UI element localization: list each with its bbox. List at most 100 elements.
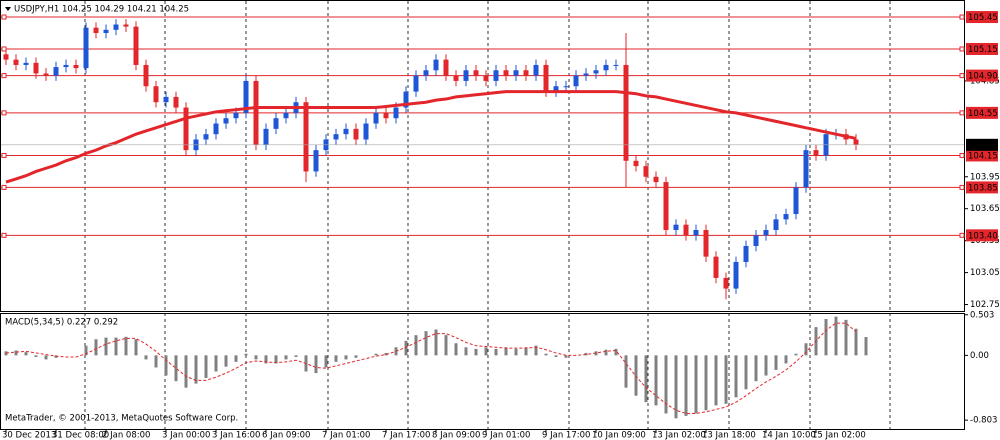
histogram-bar bbox=[164, 355, 168, 376]
candle-body bbox=[233, 112, 239, 119]
y-tick-label: 0.00 bbox=[970, 351, 989, 361]
candle-body bbox=[33, 62, 39, 74]
candle-body bbox=[253, 80, 259, 145]
candle-body bbox=[763, 230, 769, 236]
candle-body bbox=[553, 86, 559, 92]
level-marker bbox=[1, 232, 7, 238]
level-marker bbox=[959, 14, 965, 20]
histogram-bar bbox=[244, 353, 248, 356]
candle-body bbox=[483, 75, 489, 81]
histogram-bar bbox=[514, 348, 518, 356]
candle-body bbox=[793, 187, 799, 215]
histogram-bar bbox=[414, 335, 418, 356]
histogram-bar bbox=[854, 328, 858, 356]
candle-body bbox=[693, 230, 699, 236]
candle-body bbox=[153, 86, 159, 103]
histogram-bar bbox=[684, 355, 688, 416]
histogram-bar bbox=[234, 355, 238, 362]
histogram-bar bbox=[544, 353, 548, 356]
candle-body bbox=[313, 150, 319, 172]
candle-body bbox=[813, 150, 819, 156]
histogram-bar bbox=[524, 347, 528, 356]
candle-body bbox=[853, 139, 859, 145]
candle-body bbox=[123, 24, 129, 27]
candle-body bbox=[163, 96, 169, 103]
histogram-bar bbox=[564, 355, 568, 358]
candle-body bbox=[93, 27, 99, 34]
candle-body bbox=[533, 64, 539, 76]
histogram-bar bbox=[484, 347, 488, 356]
candle-body bbox=[363, 123, 369, 140]
histogram-bar bbox=[694, 355, 698, 414]
candle-body bbox=[3, 54, 9, 60]
level-box bbox=[966, 181, 998, 194]
candle-body bbox=[723, 277, 729, 289]
candle-body bbox=[353, 128, 359, 140]
candle-body bbox=[103, 29, 109, 34]
moving-average bbox=[5, 90, 857, 184]
histogram-bar bbox=[624, 355, 628, 388]
histogram-bar bbox=[44, 355, 48, 360]
level-label: 103.85 bbox=[968, 183, 998, 193]
candle-body bbox=[623, 64, 629, 161]
histogram-bar bbox=[494, 348, 498, 356]
histogram-bar bbox=[4, 351, 8, 356]
level-marker bbox=[1, 73, 7, 79]
candle-body bbox=[663, 182, 669, 231]
histogram-bar bbox=[724, 355, 728, 404]
histogram-bar bbox=[604, 349, 608, 356]
histogram-bar bbox=[24, 352, 28, 356]
histogram-bar bbox=[194, 355, 198, 384]
level-label: 105.45 bbox=[968, 13, 998, 23]
level-label: 105.15 bbox=[968, 45, 998, 55]
candle-body bbox=[393, 107, 399, 119]
candle-body bbox=[183, 107, 189, 151]
histogram-bar bbox=[374, 353, 378, 356]
histogram-bar bbox=[114, 337, 118, 356]
candle-body bbox=[773, 219, 779, 231]
candle-body bbox=[413, 75, 419, 92]
histogram-bar bbox=[274, 355, 278, 364]
candle-body bbox=[113, 24, 119, 30]
level-marker bbox=[959, 46, 965, 52]
candle-body bbox=[13, 59, 19, 65]
y-tick-label: 103.65 bbox=[970, 204, 1000, 214]
candle-body bbox=[563, 86, 569, 88]
level-marker bbox=[959, 232, 965, 238]
candle-body bbox=[303, 102, 309, 172]
candle-body bbox=[583, 73, 589, 76]
histogram-bar bbox=[664, 355, 668, 414]
histogram-bar bbox=[784, 355, 788, 364]
histogram-bar bbox=[34, 355, 38, 357]
histogram-bar bbox=[674, 355, 678, 419]
candle-body bbox=[263, 128, 269, 145]
macd-panel bbox=[0, 313, 965, 430]
histogram-bar bbox=[344, 355, 348, 360]
x-tick-label: 13 Jan 18:00 bbox=[702, 431, 756, 440]
x-tick-label: 7 Jan 17:00 bbox=[382, 431, 430, 440]
candle-body bbox=[43, 73, 49, 76]
y-tick-label: 103.95 bbox=[970, 172, 1000, 182]
candle-body bbox=[713, 256, 719, 278]
candle-body bbox=[803, 150, 809, 188]
histogram-bar bbox=[314, 355, 318, 374]
histogram-bar bbox=[844, 319, 848, 356]
histogram-bar bbox=[284, 355, 288, 360]
candle-body bbox=[523, 70, 529, 76]
level-label: 103.40 bbox=[968, 231, 998, 241]
y-tick-label: -0.803 bbox=[970, 416, 997, 426]
candle-body bbox=[513, 70, 519, 76]
x-tick-label: 31 Dec 08:00 bbox=[52, 431, 109, 440]
level-box bbox=[966, 69, 998, 82]
histogram-bar bbox=[334, 355, 338, 362]
level-marker bbox=[1, 110, 7, 116]
y-tick-label: 103.05 bbox=[970, 268, 1000, 278]
candle-body bbox=[403, 91, 409, 108]
level-box bbox=[966, 229, 998, 242]
candle-body bbox=[343, 128, 349, 135]
candle-body bbox=[273, 118, 279, 129]
histogram-bar bbox=[154, 355, 158, 368]
level-box bbox=[966, 106, 998, 119]
level-marker bbox=[1, 46, 7, 52]
